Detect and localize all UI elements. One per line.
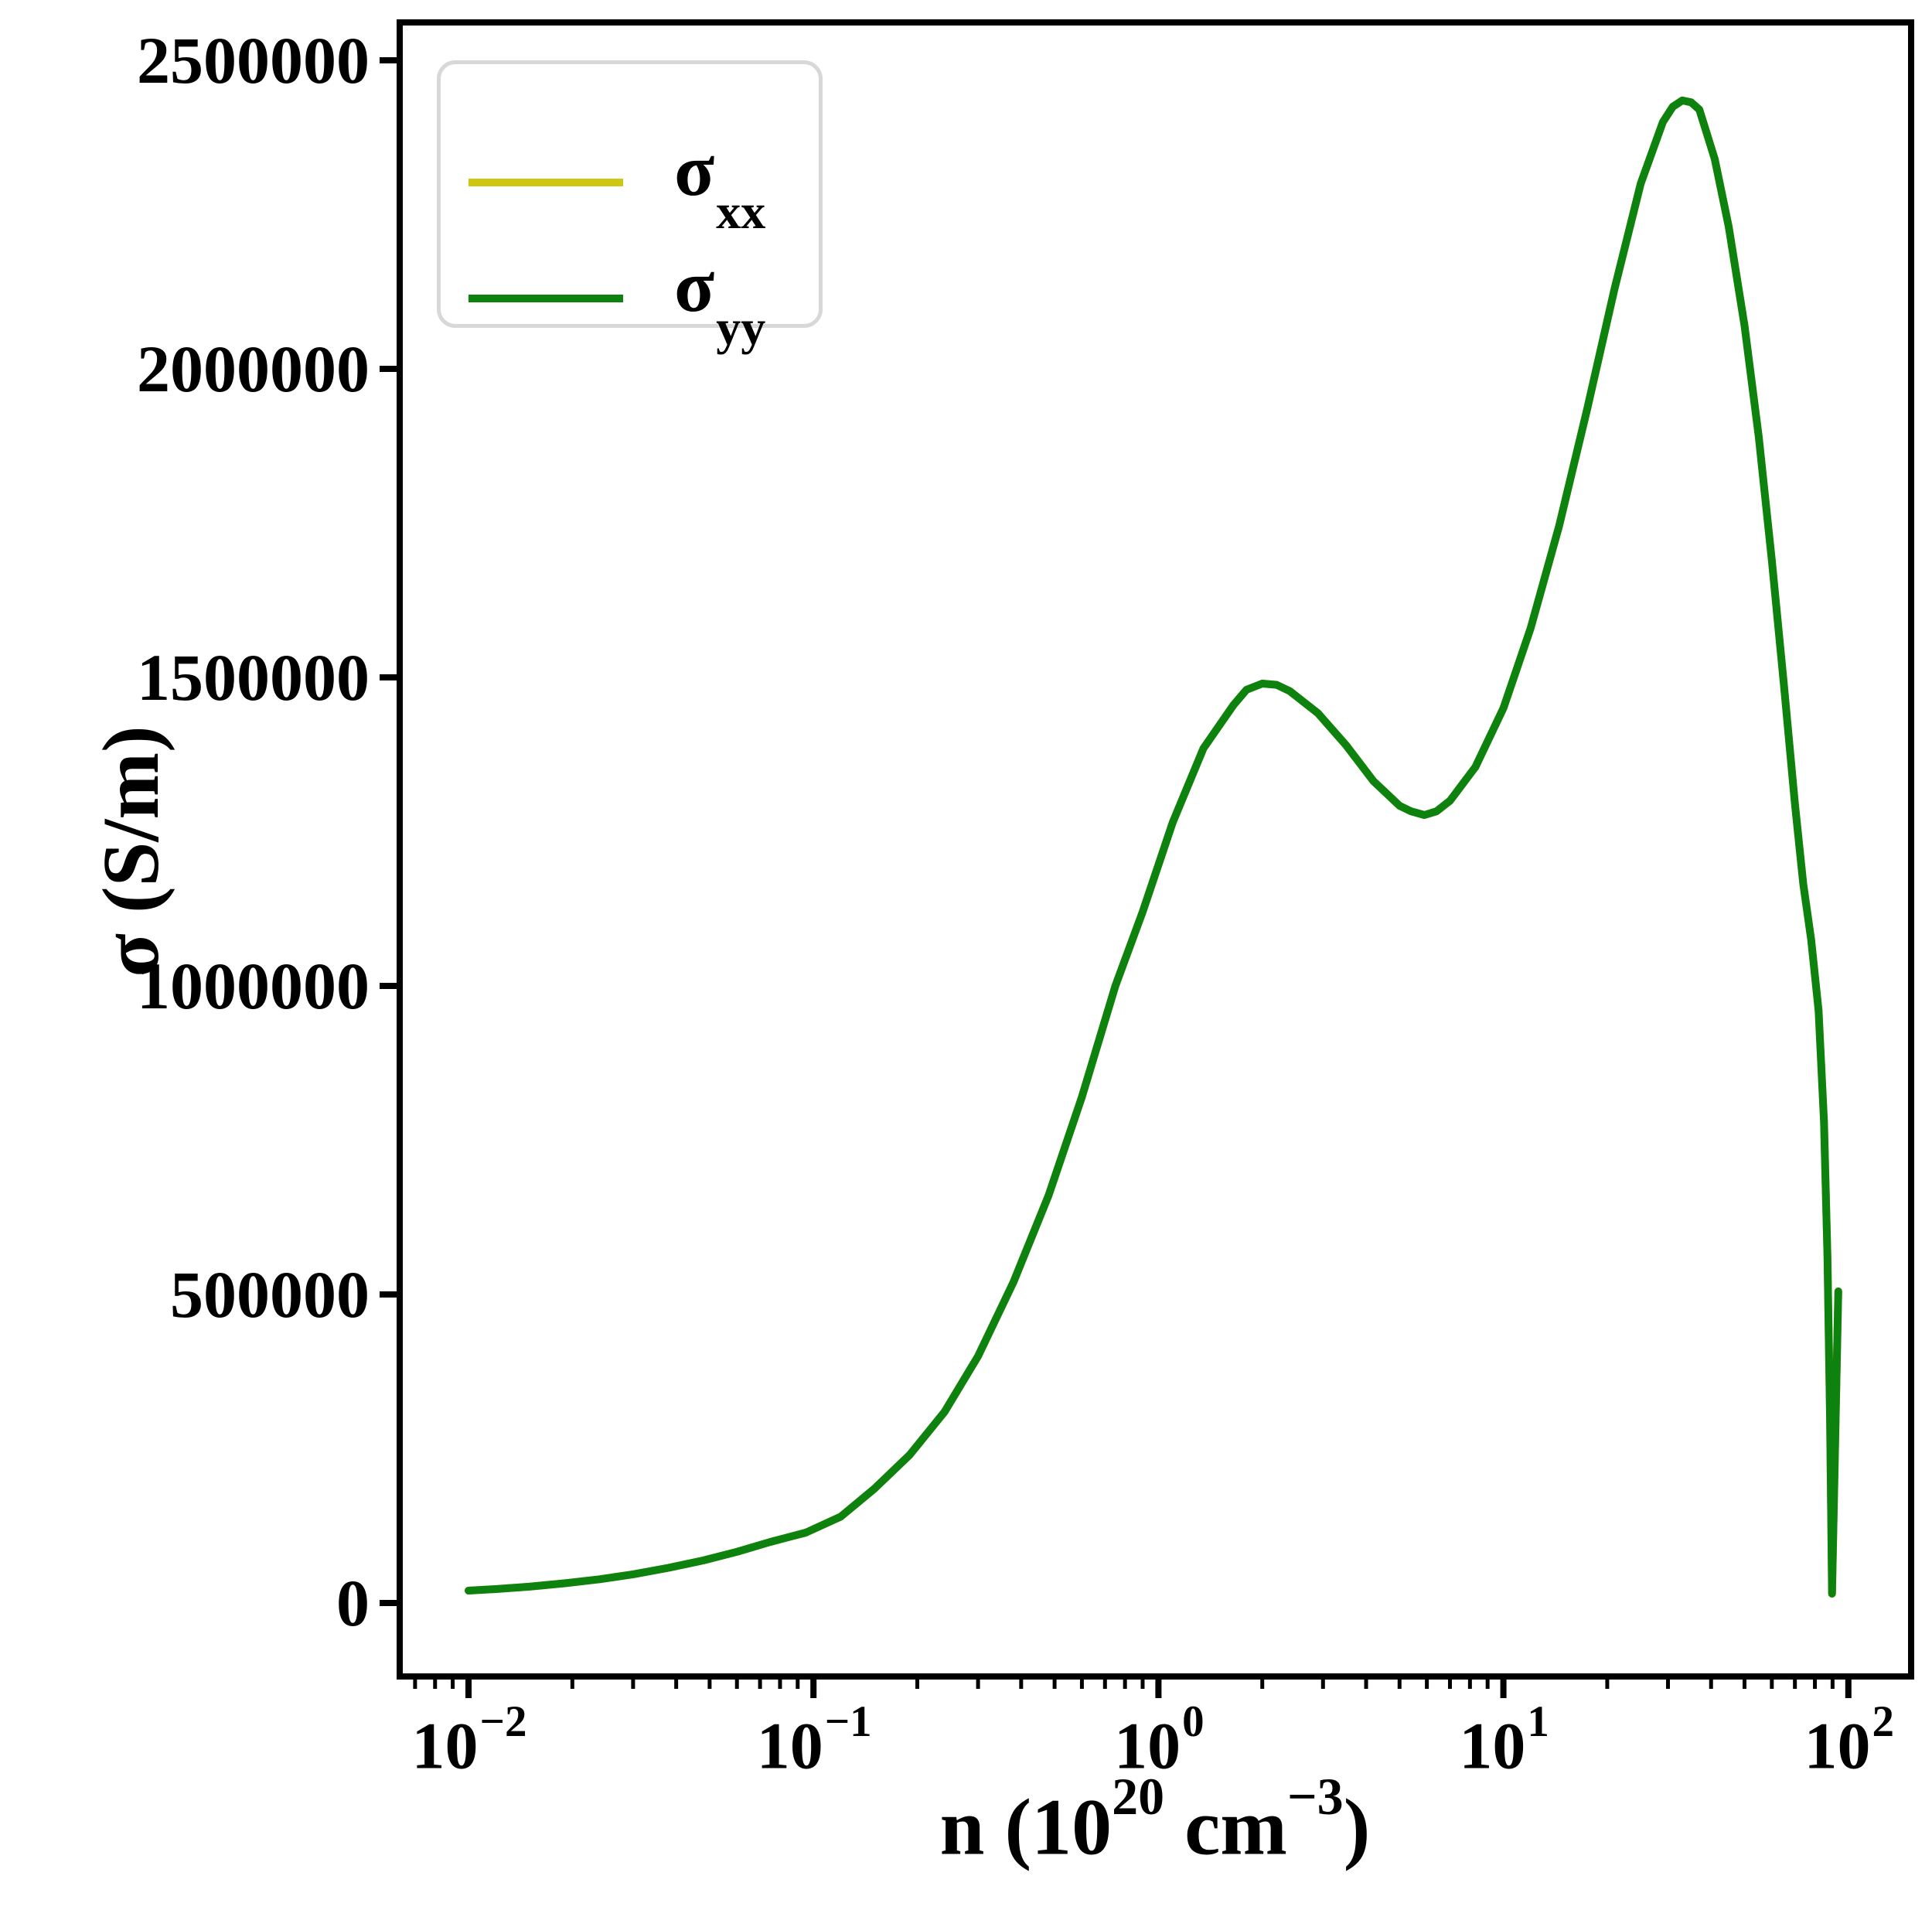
y-tick-label-1000000: 1000000 (137, 949, 370, 1023)
legend-line-sigma-xx (469, 179, 623, 186)
x-axis-ticks (413, 1676, 1852, 1698)
legend-label-sigma-xx: σxx (674, 128, 766, 239)
y-tick-label-1500000: 1500000 (137, 640, 370, 715)
curve-sigma_yy (465, 96, 1842, 1598)
x-tick-label-10e2: 102 (1804, 1697, 1895, 1783)
legend: σxx σyy (437, 60, 823, 355)
y-axis-ticks (380, 57, 400, 1606)
y-tick-label-2500000: 2500000 (137, 23, 370, 97)
legend-entry-sigma-yy: σyy (469, 244, 766, 355)
y-tick-label-500000: 500000 (170, 1257, 370, 1332)
x-tick-label-10e1: 101 (1459, 1697, 1549, 1783)
y-tick-label-2000000: 2000000 (137, 332, 370, 406)
x-axis-title: n (1020 cm−3) (939, 1767, 1371, 1872)
legend-line-sigma-yy (469, 295, 623, 302)
x-tick-label-10e−2: 10−2 (411, 1697, 527, 1783)
x-tick-label-10e0: 100 (1114, 1697, 1205, 1783)
legend-label-sigma-yy: σyy (674, 244, 766, 355)
y-tick-label-0: 0 (336, 1566, 370, 1640)
x-tick-label-10e−1: 10−1 (756, 1697, 872, 1783)
legend-entry-sigma-xx: σxx (469, 128, 766, 239)
y-axis-title: σ (S/m) (87, 725, 175, 977)
curves-group (465, 96, 1842, 1598)
